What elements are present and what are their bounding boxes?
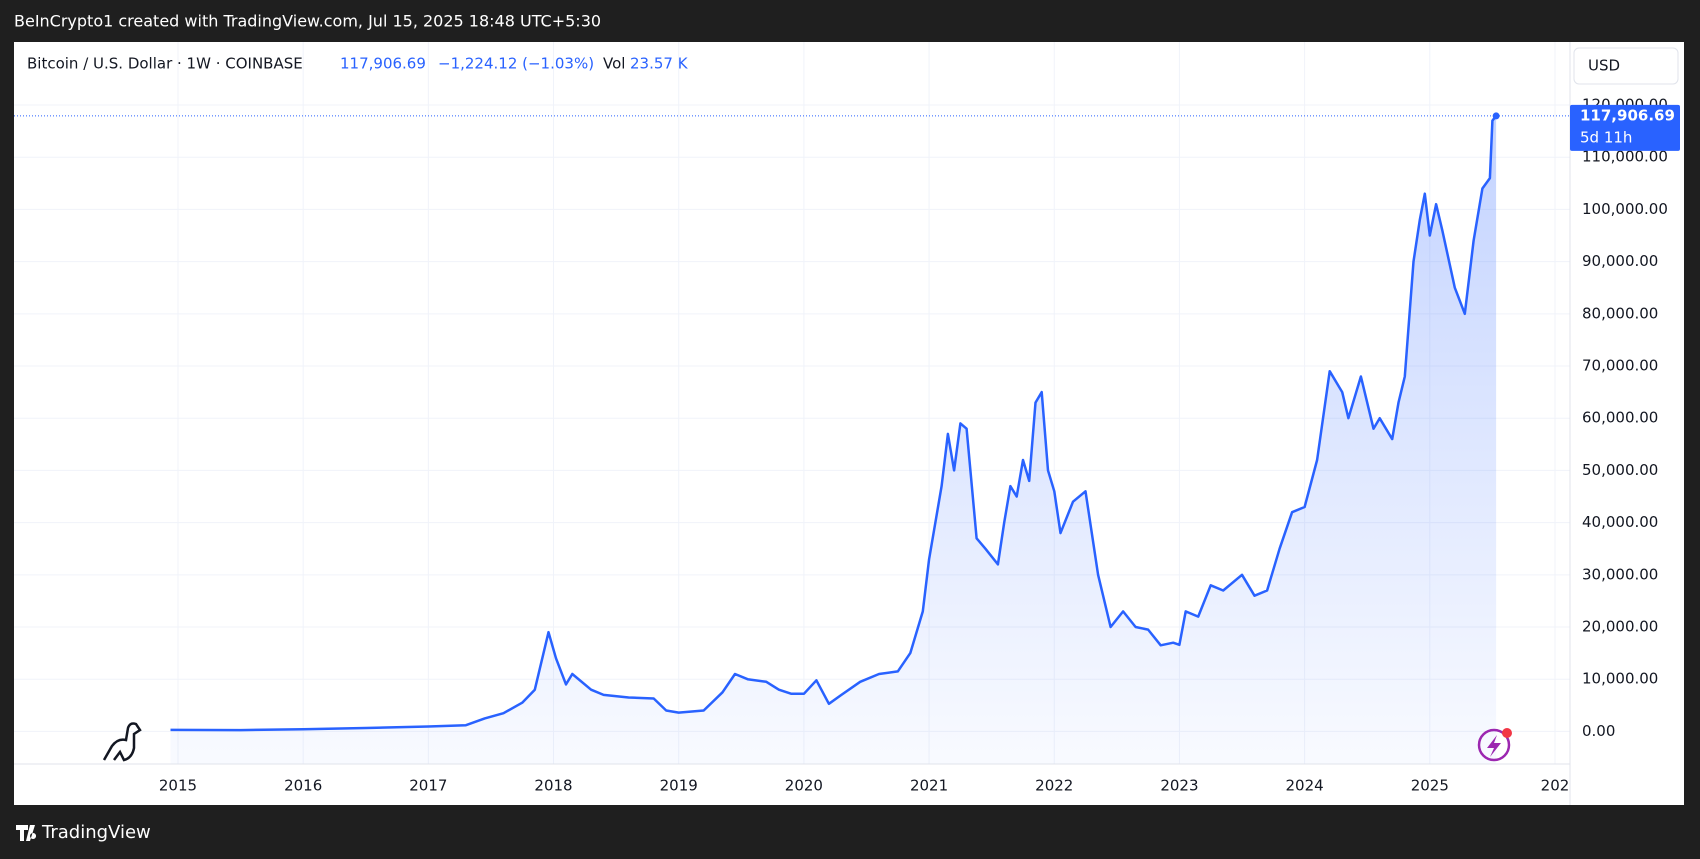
header-text: BeInCrypto1 created with TradingView.com… — [14, 12, 601, 31]
x-tick-label: 2016 — [284, 777, 322, 795]
x-tick-label: 2017 — [409, 777, 447, 795]
currency-button[interactable] — [1573, 47, 1679, 85]
symbol-title: Bitcoin / U.S. Dollar · 1W · COINBASE — [27, 55, 303, 73]
y-tick-label: 90,000.00 — [1582, 252, 1658, 270]
x-tick-label: 2025 — [1411, 777, 1449, 795]
currency[interactable]: USD — [1588, 57, 1620, 75]
x-tick-label: 2015 — [159, 777, 197, 795]
y-tick-label: 10,000.00 — [1582, 670, 1658, 688]
y-tick-label: 110,000.00 — [1582, 148, 1668, 166]
legend-vol-label: Vol — [603, 55, 625, 73]
y-tick-label: 30,000.00 — [1582, 565, 1658, 583]
y-tick-label: 70,000.00 — [1582, 357, 1658, 375]
brand: TradingView — [41, 822, 151, 843]
logo-icon — [102, 722, 142, 762]
y-tick-label: 0.00 — [1582, 722, 1615, 740]
legend-vol: 23.57 K — [630, 55, 689, 73]
y-tick-label: 40,000.00 — [1582, 513, 1658, 531]
y-tick-label: 20,000.00 — [1582, 618, 1658, 636]
y-tick-label: 100,000.00 — [1582, 200, 1668, 218]
area-fill — [170, 115, 1497, 764]
y-tick-label: 60,000.00 — [1582, 409, 1658, 427]
x-tick-label: 2022 — [1035, 777, 1073, 795]
x-tick-label: 2024 — [1286, 777, 1324, 795]
brand-logo — [16, 825, 37, 841]
x-tick-label: 2021 — [910, 777, 948, 795]
x-tick-label: 2019 — [660, 777, 698, 795]
last-price-label: 117,906.69 — [1580, 106, 1675, 124]
x-tick-label: 2020 — [785, 777, 823, 795]
legend-change: −1,224.12 (−1.03%) — [438, 55, 594, 73]
last-price-badge — [1570, 104, 1680, 151]
plot — [14, 112, 1570, 764]
legend-price: 117,906.69 — [340, 55, 426, 73]
x-tick-label: 2018 — [534, 777, 572, 795]
y-tick-label: 80,000.00 — [1582, 304, 1658, 322]
price-line — [170, 115, 1498, 732]
x-tick-label: 202 — [1541, 777, 1570, 795]
countdown: 5d 11h — [1580, 128, 1632, 146]
x-tick-label: 2023 — [1160, 777, 1198, 795]
y-tick-label: 50,000.00 — [1582, 461, 1658, 479]
spark-icon — [1477, 728, 1512, 762]
